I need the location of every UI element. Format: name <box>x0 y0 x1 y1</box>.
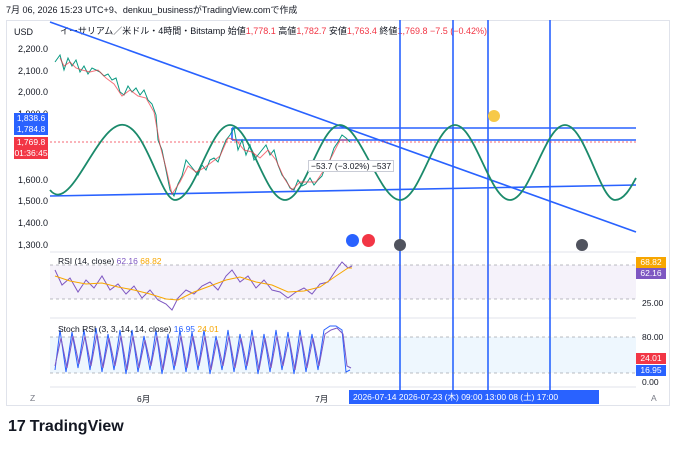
change-value: −7.5 (−0.42%) <box>429 26 488 36</box>
rsi-badge: 62.16 <box>636 268 666 279</box>
rsi-ma-line <box>54 267 352 301</box>
open-value: 1,778.1 <box>245 26 276 36</box>
high-value: 1,782.7 <box>296 26 327 36</box>
measure-tool-label[interactable]: −53.7 (−3.02%) −537 <box>308 160 395 172</box>
event-marker-icon[interactable] <box>576 239 588 251</box>
trend-lines <box>49 21 637 233</box>
price-axis-label: 2,000.0 <box>18 87 49 97</box>
auto-scale-button[interactable]: A <box>651 393 657 403</box>
stoch-d-badge: 24.01 <box>636 353 666 364</box>
price-axis-label: 1,300.0 <box>18 240 49 250</box>
currency-label: USD <box>14 27 34 37</box>
stoch-legend: Stoch RSI (3, 3, 14, 14, close) 16.95 24… <box>58 324 219 334</box>
us-flag-icon[interactable] <box>346 234 359 247</box>
high-label: 高値 <box>278 26 297 36</box>
close-label: 終値 <box>379 26 398 36</box>
bar-countdown-badge: 01:36:45 <box>14 148 48 159</box>
stoch-k-value: 16.95 <box>173 324 196 334</box>
close-value: 1,769.8 <box>397 26 428 36</box>
stoch-d-value: 24.01 <box>197 324 219 334</box>
price-axis-label: 2,200.0 <box>18 44 49 54</box>
us-flag-icon[interactable] <box>362 234 375 247</box>
tradingview-logo-mark: 17 <box>8 418 26 435</box>
stoch-k-line <box>54 325 351 375</box>
time-axis-label: 6月 <box>137 394 151 404</box>
stoch-d-line <box>54 327 352 371</box>
tradingview-logo: 17 TradingView <box>8 418 124 436</box>
vertical-lines <box>399 20 551 400</box>
open-label: 始値 <box>227 26 246 36</box>
symbol-name: イーサリアム／米ドル・4時間・Bitstamp <box>60 26 226 36</box>
symbol-legend: イーサリアム／米ドル・4時間・Bitstamp 始値1,778.1 高値1,78… <box>60 24 487 37</box>
zoom-button[interactable]: Z <box>30 393 36 403</box>
rsi-line <box>54 261 353 311</box>
rsi-label: RSI (14, close) <box>58 256 115 266</box>
price-axis-label: 1,500.0 <box>18 196 49 206</box>
idea-bulb-icon[interactable] <box>488 110 500 122</box>
rsi-value: 62.16 <box>116 256 138 266</box>
rsi-ma-value: 68.82 <box>140 256 162 266</box>
stoch-axis-tick: 0.00 <box>642 377 659 387</box>
rsi-legend: RSI (14, close) 62.16 68.82 <box>58 256 162 266</box>
price-axis-label: 1,400.0 <box>18 218 49 228</box>
rsi-ma-badge: 68.82 <box>636 257 666 268</box>
chart-snapshot-header: 7月 06, 2026 15:23 UTC+9、denkuu_businessが… <box>6 5 298 15</box>
chart-frame[interactable] <box>6 20 670 406</box>
price-axis-label: 1,600.0 <box>18 175 49 185</box>
tradingview-logo-text: TradingView <box>29 418 124 435</box>
stoch-k-badge: 16.95 <box>636 365 666 376</box>
current-price-badge: 1,769.8 <box>14 137 48 148</box>
line-price-badge: 1,838.6 <box>14 113 48 124</box>
stoch-label: Stoch RSI (3, 3, 14, 14, close) <box>58 324 172 334</box>
rsi-axis-tick: 25.00 <box>642 298 664 308</box>
low-label: 安値 <box>328 26 347 36</box>
time-range-bar[interactable]: 2026-07-14 2026-07-23 (木) 09:00 13:00 08… <box>349 390 599 404</box>
low-value: 1,763.4 <box>346 26 377 36</box>
price-axis-label: 2,100.0 <box>18 66 49 76</box>
time-axis-label: 7月 <box>315 394 329 404</box>
candles <box>54 53 351 198</box>
event-marker-icon[interactable] <box>394 239 406 251</box>
line-price-badge: 1,784.8 <box>14 124 48 135</box>
stoch-axis-tick: 80.00 <box>642 332 664 342</box>
cycle-wave <box>49 124 637 201</box>
